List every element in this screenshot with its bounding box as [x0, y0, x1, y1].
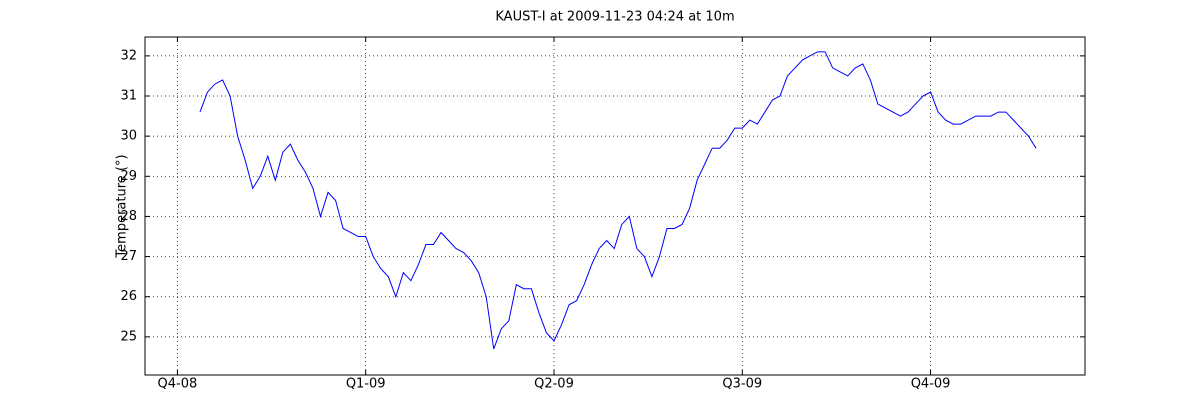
- data-line: [199, 51, 1037, 350]
- x-tick-label: Q2-09: [534, 377, 574, 392]
- chart-title: KAUST-I at 2009-11-23 04:24 at 10m: [495, 10, 734, 25]
- y-tick-label: 26: [120, 289, 137, 304]
- x-tick-label: Q1-09: [346, 377, 386, 392]
- y-tick-label: 25: [120, 329, 137, 344]
- x-tick-label: Q3-09: [722, 377, 762, 392]
- y-tick-label: 30: [120, 129, 137, 144]
- y-tick-label: 27: [120, 249, 137, 264]
- y-tick-label: 32: [120, 48, 137, 63]
- y-axis-label: Temperature (°): [115, 154, 130, 258]
- plot-frame: [144, 36, 1086, 376]
- y-tick-label: 28: [120, 209, 137, 224]
- x-tick-label: Q4-09: [911, 377, 951, 392]
- y-tick-label: 31: [120, 89, 137, 104]
- x-tick-label: Q4-08: [158, 377, 198, 392]
- y-tick-label: 29: [120, 169, 137, 184]
